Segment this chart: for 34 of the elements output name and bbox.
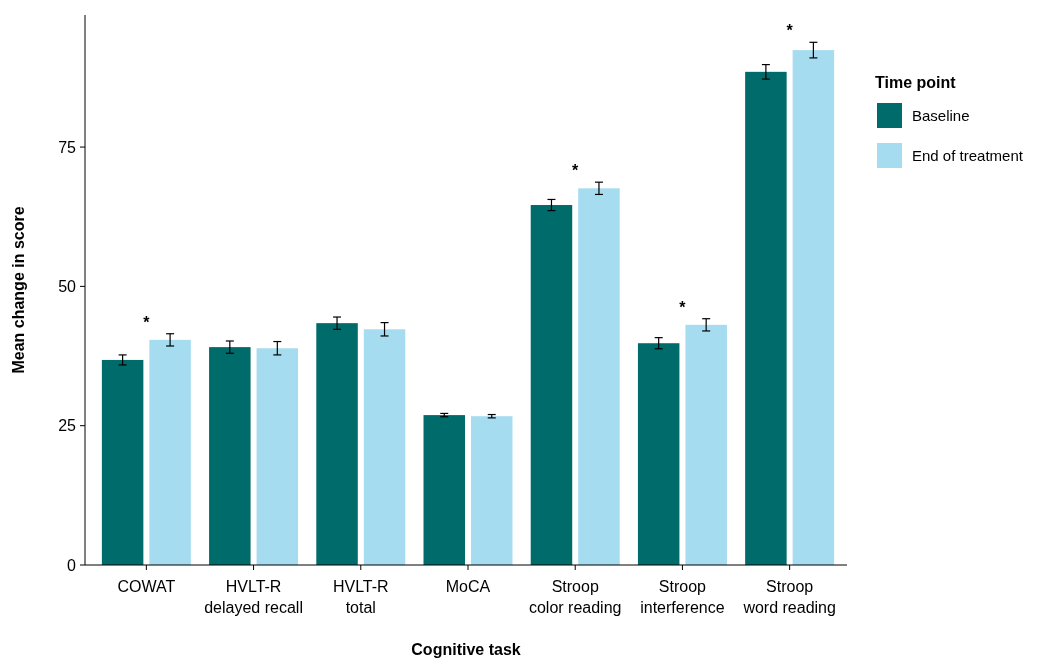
x-axis-title: Cognitive task bbox=[411, 641, 521, 658]
x-tick-label: Stroop color reading bbox=[528, 578, 622, 616]
bar bbox=[256, 348, 299, 565]
y-tick-label: 50 bbox=[58, 277, 77, 295]
bar bbox=[578, 188, 620, 565]
bar bbox=[149, 339, 191, 565]
annotation: * bbox=[786, 22, 794, 40]
y-tick-label: 0 bbox=[67, 556, 77, 574]
bar bbox=[745, 71, 787, 565]
x-tick-label: MoCA bbox=[445, 578, 491, 595]
x-tick-label: HVLT-R delayed recall bbox=[204, 578, 303, 616]
bar bbox=[530, 205, 573, 565]
x-tick-label: Stroop word reading bbox=[742, 578, 836, 616]
bar bbox=[363, 329, 406, 565]
bar bbox=[209, 347, 251, 565]
bar bbox=[316, 323, 358, 565]
bar bbox=[101, 359, 144, 565]
y-axis-title: Mean change in score bbox=[10, 206, 27, 374]
annotation: * bbox=[572, 162, 580, 180]
legend-title: Time point bbox=[875, 74, 957, 91]
bar bbox=[471, 416, 513, 565]
bar bbox=[685, 324, 727, 565]
annotation: * bbox=[679, 298, 687, 316]
x-tick-label: Stroop interference bbox=[640, 578, 725, 616]
bar bbox=[423, 415, 465, 565]
y-tick-label: 25 bbox=[58, 417, 77, 435]
bar bbox=[637, 343, 680, 565]
x-tick-label: COWAT bbox=[117, 578, 176, 595]
y-tick-label: 75 bbox=[58, 138, 77, 156]
legend-label: Baseline bbox=[912, 107, 970, 125]
annotation: * bbox=[143, 313, 151, 331]
x-tick-label: HVLT-R total bbox=[332, 578, 389, 616]
legend-label: End of treatment bbox=[912, 147, 1024, 165]
bar bbox=[792, 50, 835, 565]
